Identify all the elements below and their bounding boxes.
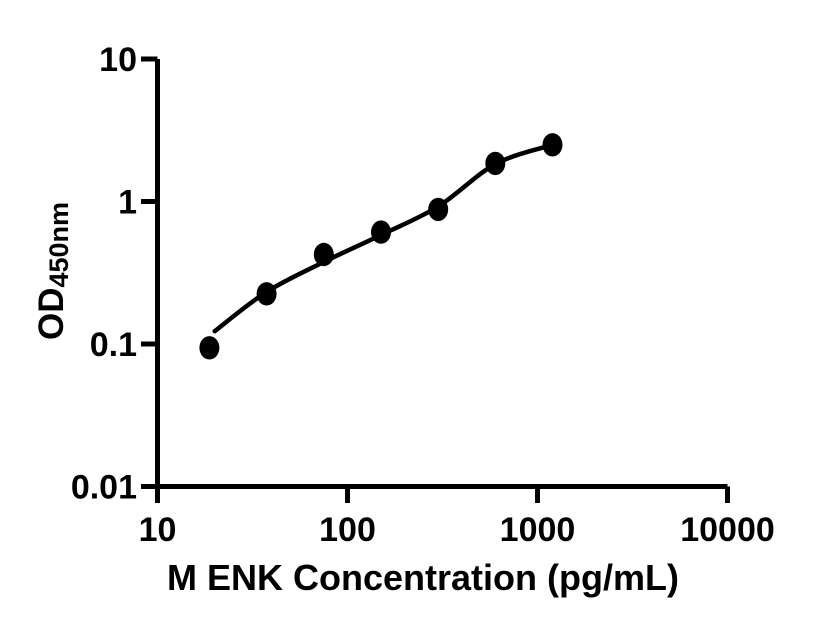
y-axis-title: OD450nm [32, 202, 74, 340]
x-tick-label-10: 10 [139, 511, 177, 549]
x-tick-label-1000: 1000 [500, 511, 576, 549]
data-point-600 [485, 151, 506, 176]
axis-spines [155, 59, 728, 489]
y-tick-label-1: 1 [118, 184, 137, 222]
y-axis-title-subscript: 450nm [44, 202, 74, 288]
x-axis-title: M ENK Concentration (pg/mL) [167, 557, 679, 598]
y-tick-label-0.1: 0.1 [90, 326, 137, 364]
y-tick-label-10: 10 [99, 41, 137, 79]
x-tick-label-10000: 10000 [680, 511, 775, 549]
x-tick-label-100: 100 [319, 511, 376, 549]
data-point-75 [313, 242, 334, 267]
data-point-300 [428, 197, 449, 222]
y-tick-label-0.01: 0.01 [71, 469, 137, 507]
data-point-37.5 [256, 282, 277, 306]
y-axis-title-main: OD [32, 288, 71, 341]
data-point-18.75 [199, 336, 220, 360]
data-point-1200 [542, 133, 563, 157]
data-point-150 [371, 220, 391, 244]
